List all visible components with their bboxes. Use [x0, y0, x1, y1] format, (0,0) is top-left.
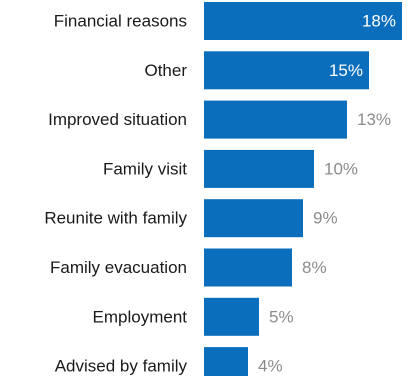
category-label: Employment: [93, 307, 188, 326]
bar-row: Employment 5%: [93, 297, 294, 336]
value-label: 9%: [313, 209, 338, 228]
bar: [204, 248, 292, 287]
bar-row: Improved situation 13%: [48, 100, 391, 139]
value-label: 4%: [258, 357, 283, 376]
value-label: 5%: [269, 307, 294, 326]
bar-row: Financial reasons 18%: [54, 2, 402, 40]
category-label: Financial reasons: [54, 12, 187, 31]
category-label: Improved situation: [48, 110, 187, 129]
bar: [204, 149, 314, 188]
bar-row: Advised by family 4%: [55, 347, 283, 376]
bar-row: Reunite with family 9%: [44, 199, 338, 238]
value-label: 10%: [324, 159, 358, 178]
bar-row: Family visit 10%: [103, 149, 358, 188]
category-label: Advised by family: [55, 357, 188, 376]
category-label: Reunite with family: [44, 209, 187, 228]
bar: [204, 297, 259, 336]
value-label: 18%: [362, 12, 396, 31]
category-label: Other: [144, 61, 187, 80]
bar: [204, 199, 303, 238]
bar-row: Family evacuation 8%: [50, 248, 327, 287]
bar: [204, 347, 248, 376]
value-label: 8%: [302, 258, 327, 277]
bar: [204, 51, 369, 90]
bar-row: Other 15%: [144, 51, 369, 90]
value-label: 15%: [329, 61, 363, 80]
category-label: Family evacuation: [50, 258, 187, 277]
bars-layer: Financial reasons 18% Other 15% Improved sit…: [44, 2, 402, 376]
value-label: 13%: [357, 110, 391, 129]
bar: [204, 2, 402, 40]
category-label: Family visit: [103, 159, 187, 178]
bar: [204, 100, 347, 139]
